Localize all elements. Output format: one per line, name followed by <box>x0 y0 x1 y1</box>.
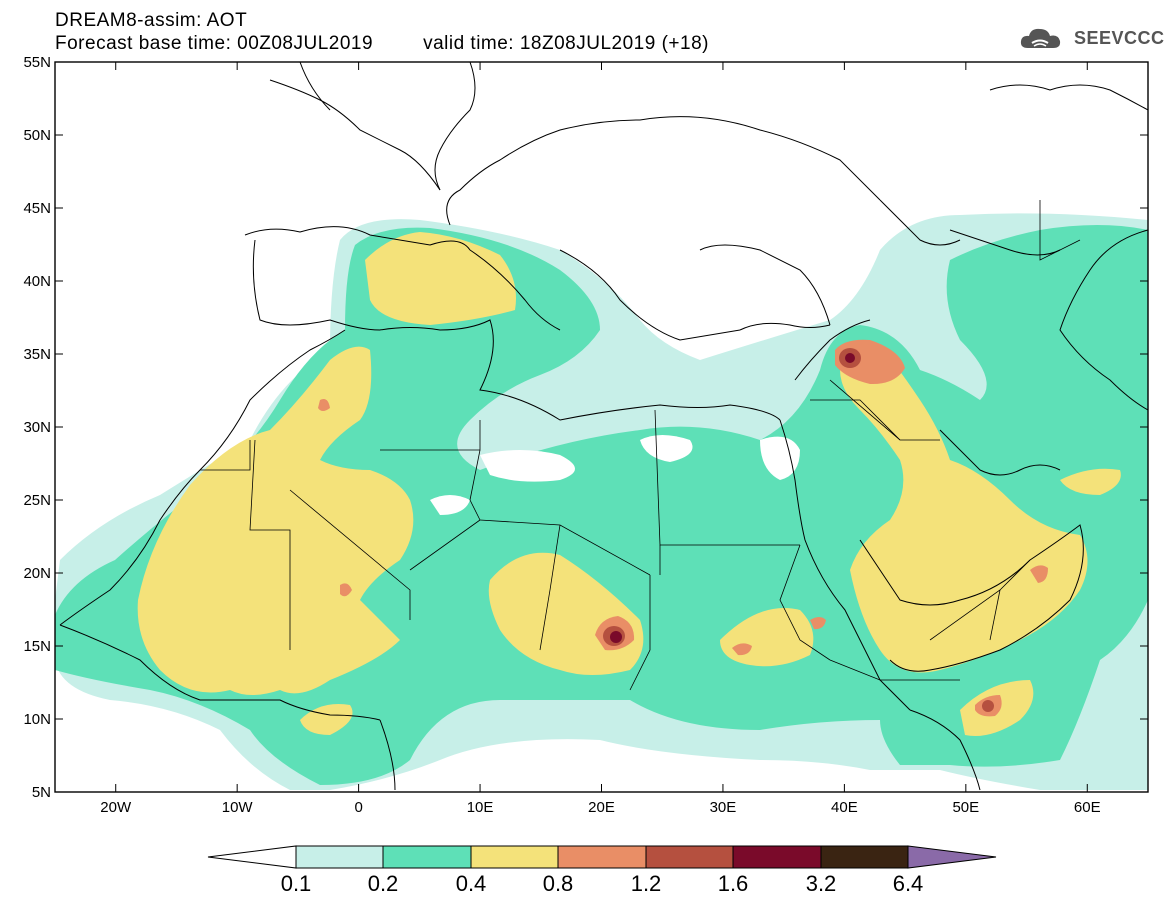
colorbar-segment-7 <box>820 845 909 869</box>
lon-tick-label: 20W <box>100 799 132 816</box>
lon-tick-label: 10W <box>222 799 254 816</box>
colorbar-label: 0.8 <box>543 871 574 896</box>
lon-tick-label: 60E <box>1074 799 1101 816</box>
country-borders <box>200 200 1081 691</box>
colorbar-segment-1 <box>295 845 384 869</box>
lon-tick-label: 40E <box>831 799 858 816</box>
lon-tick-label: 0 <box>354 799 362 816</box>
valid-time: valid time: 18Z08JUL2019 (+18) <box>423 33 709 54</box>
colorbar-label: 0.1 <box>281 871 312 896</box>
lon-tick-label: 20E <box>588 799 615 816</box>
logo-text: SEEVCCC <box>1074 27 1165 48</box>
colorbar-segment-2 <box>382 845 472 869</box>
lat-tick-label: 25N <box>23 492 51 509</box>
aot-band-1.2 <box>603 348 994 712</box>
colorbar-label: 1.6 <box>718 871 749 896</box>
cloud-icon <box>1020 28 1061 48</box>
lat-tick-label: 50N <box>23 127 51 144</box>
lon-tick-label: 30E <box>710 799 737 816</box>
lat-tick-label: 35N <box>23 346 51 363</box>
lon-tick-label: 50E <box>952 799 979 816</box>
lat-tick-label: 5N <box>32 784 51 801</box>
colorbar-above <box>907 845 997 869</box>
latitude-axis: 55N 50N 45N 40N 35N 30N 25N 20N 15N 10N 5N <box>23 54 1148 801</box>
colorbar-labels: 0.1 0.2 0.4 0.8 1.2 1.6 3.2 6.4 <box>281 871 924 896</box>
time-info: Forecast base time: 00Z08JUL2019 valid ti… <box>55 33 709 55</box>
colorbar-label: 3.2 <box>806 871 837 896</box>
colorbar-below <box>207 845 297 869</box>
lat-tick-label: 20N <box>23 565 51 582</box>
lat-tick-label: 10N <box>23 711 51 728</box>
aot-clear-areas <box>430 435 800 515</box>
map-title: DREAM8-assim: AOT <box>55 10 248 31</box>
base-time: Forecast base time: 00Z08JUL2019 <box>55 33 374 54</box>
longitude-axis: 20W 10W 0 10E 20E 30E 40E 50E 60E <box>100 62 1101 816</box>
lat-tick-label: 55N <box>23 54 51 71</box>
colorbar-segment-6 <box>732 845 822 869</box>
colorbar <box>207 845 997 869</box>
lon-tick-label: 10E <box>467 799 494 816</box>
colorbar-label: 0.2 <box>368 871 399 896</box>
colorbar-segment-4 <box>557 845 647 869</box>
lat-tick-label: 15N <box>23 638 51 655</box>
colorbar-label: 6.4 <box>893 871 924 896</box>
seevccc-logo: SEEVCCC <box>1018 24 1165 52</box>
colorbar-label: 1.2 <box>631 871 662 896</box>
colorbar-segment-3 <box>470 845 559 869</box>
colorbar-segment-5 <box>645 845 734 869</box>
lat-tick-label: 40N <box>23 273 51 290</box>
colorbar-label: 0.4 <box>456 871 487 896</box>
lat-tick-label: 30N <box>23 419 51 436</box>
aot-field <box>55 62 1148 791</box>
lat-tick-label: 45N <box>23 200 51 217</box>
